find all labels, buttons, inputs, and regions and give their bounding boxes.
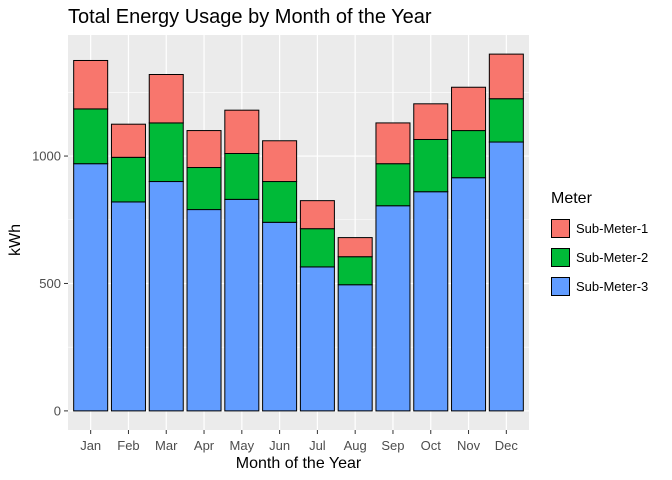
legend-key-sub-meter-1: [551, 219, 570, 238]
bar-aug-sub-meter-3: [337, 284, 373, 412]
x-tick-label-jan: Jan: [80, 438, 101, 453]
bar-mar-sub-meter-2: [148, 122, 184, 183]
legend-key-sub-meter-3: [551, 277, 570, 296]
bar-jul-sub-meter-3: [299, 266, 335, 412]
bar-jun-sub-meter-3: [262, 221, 298, 412]
bar-jan-sub-meter-3: [73, 163, 109, 412]
bar-apr-sub-meter-3: [186, 209, 222, 412]
chart-title: Total Energy Usage by Month of the Year: [68, 6, 432, 28]
legend-title: Meter: [551, 190, 592, 207]
bar-jan-sub-meter-2: [73, 108, 109, 165]
bar-may-sub-meter-1: [224, 109, 260, 155]
bar-apr-sub-meter-1: [186, 130, 222, 169]
x-tick-label-nov: Nov: [457, 438, 481, 453]
x-tick-label-mar: Mar: [155, 438, 178, 453]
x-tick-label-apr: Apr: [194, 438, 215, 453]
bar-jun-sub-meter-1: [262, 140, 298, 183]
bar-apr-sub-meter-2: [186, 167, 222, 211]
legend-label-sub-meter-1: Sub-Meter-1: [576, 221, 649, 236]
bar-oct-sub-meter-2: [413, 138, 449, 193]
x-tick-label-sep: Sep: [381, 438, 404, 453]
bar-feb-sub-meter-1: [110, 123, 146, 158]
x-axis-label: Month of the Year: [235, 455, 362, 472]
bar-dec-sub-meter-3: [488, 141, 524, 412]
bar-sep-sub-meter-3: [375, 205, 411, 412]
legend: Meter Sub-Meter-1 Sub-Meter-2 Sub-Meter-…: [551, 190, 648, 301]
legend-label-sub-meter-2: Sub-Meter-2: [576, 250, 649, 265]
x-tick-label-jun: Jun: [269, 438, 290, 453]
bar-nov-sub-meter-3: [451, 177, 487, 412]
bar-aug-sub-meter-1: [337, 237, 373, 258]
legend-item-sub-meter-1: Sub-Meter-1: [551, 214, 648, 243]
bar-dec-sub-meter-2: [488, 98, 524, 143]
bar-aug-sub-meter-2: [337, 256, 373, 286]
bar-dec-sub-meter-1: [488, 53, 524, 100]
bar-may-sub-meter-3: [224, 198, 260, 412]
bar-oct-sub-meter-1: [413, 103, 449, 140]
bar-may-sub-meter-2: [224, 153, 260, 200]
bar-oct-sub-meter-3: [413, 191, 449, 412]
y-tick-label-0: 0: [54, 403, 61, 418]
bar-sep-sub-meter-1: [375, 122, 411, 165]
legend-label-sub-meter-3: Sub-Meter-3: [576, 279, 649, 294]
bar-feb-sub-meter-3: [110, 201, 146, 412]
y-tick-label-1000: 1000: [32, 149, 61, 164]
bar-nov-sub-meter-1: [451, 86, 487, 132]
x-tick-label-aug: Aug: [344, 438, 367, 453]
bar-jun-sub-meter-2: [262, 181, 298, 223]
y-tick-label-500: 500: [39, 276, 61, 291]
x-tick-label-dec: Dec: [495, 438, 519, 453]
legend-key-sub-meter-2: [551, 248, 570, 267]
bar-jul-sub-meter-2: [299, 228, 335, 268]
x-tick-label-may: May: [230, 438, 255, 453]
bar-jul-sub-meter-1: [299, 200, 335, 230]
x-tick-label-oct: Oct: [421, 438, 442, 453]
x-tick-label-feb: Feb: [117, 438, 139, 453]
bar-nov-sub-meter-2: [451, 130, 487, 179]
bar-mar-sub-meter-1: [148, 74, 184, 124]
bar-jan-sub-meter-1: [73, 59, 109, 110]
x-tick-label-jul: Jul: [309, 438, 326, 453]
bar-feb-sub-meter-2: [110, 156, 146, 203]
legend-item-sub-meter-2: Sub-Meter-2: [551, 243, 648, 272]
y-axis-label: kWh: [7, 224, 24, 256]
legend-item-sub-meter-3: Sub-Meter-3: [551, 272, 648, 301]
bar-sep-sub-meter-2: [375, 163, 411, 207]
bar-mar-sub-meter-3: [148, 181, 184, 412]
